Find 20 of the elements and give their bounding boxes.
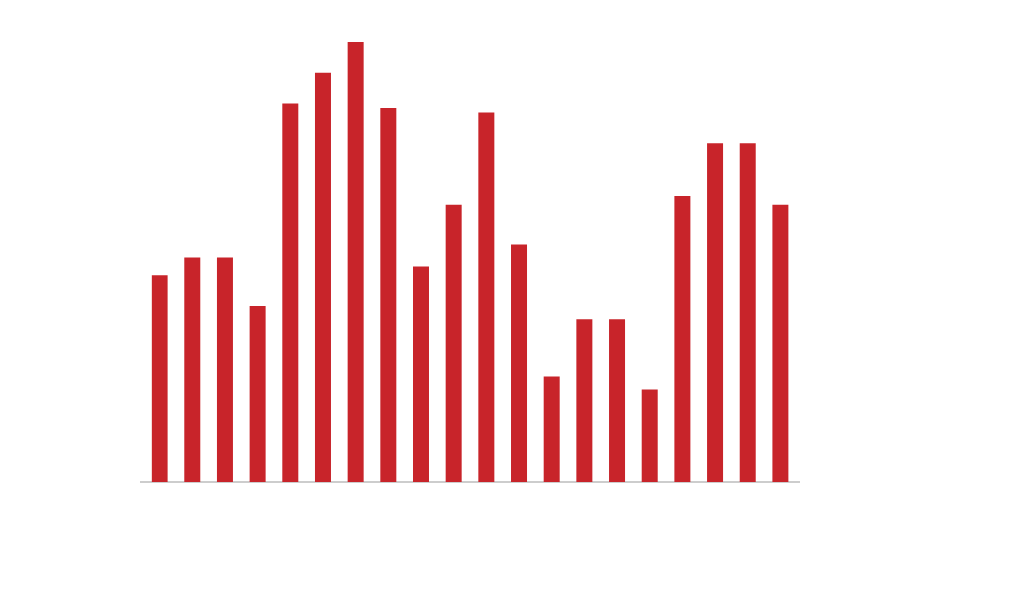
bar — [184, 257, 201, 482]
bar — [413, 266, 429, 482]
bar — [543, 376, 560, 482]
bar — [707, 143, 724, 482]
bar — [609, 319, 626, 482]
bar — [249, 306, 266, 482]
bar — [511, 244, 528, 482]
bar — [478, 112, 495, 482]
bar — [282, 103, 299, 482]
bar — [347, 42, 364, 482]
bar — [445, 204, 462, 482]
bar — [314, 72, 331, 482]
bar — [216, 257, 233, 482]
bar — [641, 389, 658, 482]
bar — [576, 319, 593, 482]
bar — [674, 196, 691, 482]
bar — [739, 143, 756, 482]
bar — [151, 275, 168, 482]
bar — [380, 108, 397, 482]
bar — [772, 204, 789, 482]
